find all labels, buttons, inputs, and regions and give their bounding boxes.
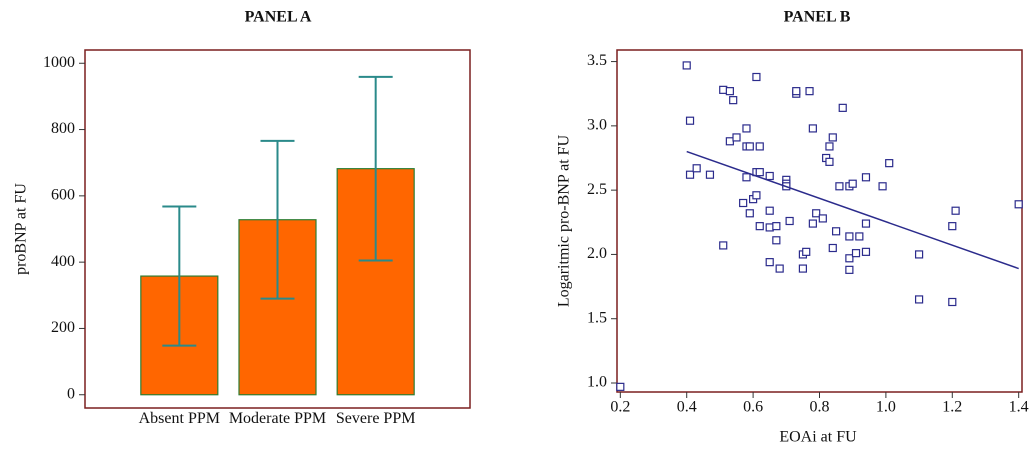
scatter-point xyxy=(745,142,754,151)
scatter-point xyxy=(719,241,728,250)
scatter-point xyxy=(785,216,794,226)
scatter-point xyxy=(798,264,808,273)
scatter-point xyxy=(1014,200,1023,209)
scatter-point xyxy=(861,173,871,182)
x-tick-label: 0.8 xyxy=(810,399,830,416)
y-tick-label: 1.0 xyxy=(587,374,607,391)
scatter-point xyxy=(808,124,817,133)
scatter-point xyxy=(948,297,957,307)
scatter-point xyxy=(739,198,748,208)
x-tick-label: Severe PPM xyxy=(335,410,416,427)
scatter-point xyxy=(755,142,764,151)
scatter-point xyxy=(719,85,728,94)
regression-line xyxy=(686,150,1019,270)
scatter-point xyxy=(812,209,821,218)
scatter-point xyxy=(685,170,695,179)
scatter-point xyxy=(692,164,701,173)
scatter-point xyxy=(828,133,837,142)
scatter-point xyxy=(845,254,854,263)
scatter-point xyxy=(725,137,734,146)
scatter-point xyxy=(765,206,774,215)
scatter-point xyxy=(775,264,784,273)
scatter-point xyxy=(792,87,801,96)
x-axis-label: EOAi at FU xyxy=(779,429,857,446)
x-tick-label: 0.4 xyxy=(677,399,697,416)
plot-frame xyxy=(84,49,471,409)
scatter-point xyxy=(685,116,695,125)
scatter-point xyxy=(742,124,751,133)
scatter-point xyxy=(765,223,774,232)
y-tick-label: 1000 xyxy=(43,54,75,71)
x-tick-label-box: Moderate PPM xyxy=(228,410,327,427)
scatter-point xyxy=(745,209,754,218)
y-tick-label: 400 xyxy=(51,253,75,270)
x-tick-label: 1.4 xyxy=(1009,399,1029,416)
x-tick-label: Absent PPM xyxy=(138,410,220,427)
scatter-point xyxy=(752,191,761,200)
x-tick-label: 1.0 xyxy=(876,399,896,416)
scatter-point xyxy=(742,173,751,182)
scatter-point xyxy=(948,222,957,231)
panel-b-title: PANEL B xyxy=(784,9,851,26)
scatter-point xyxy=(851,249,861,258)
scatter-point xyxy=(705,170,715,179)
scatter-point xyxy=(845,265,854,274)
scatter-point xyxy=(755,168,764,177)
scatter-point xyxy=(914,295,924,304)
y-tick-label: 200 xyxy=(51,319,75,336)
panel-a-title: PANEL A xyxy=(245,9,312,26)
y-axis-label: Logaritmic pro-BNP at FU xyxy=(556,134,573,307)
scatter-point xyxy=(802,247,811,256)
scatter-point xyxy=(835,182,844,191)
scatter-point xyxy=(845,232,854,241)
y-tick-label: 3.5 xyxy=(587,52,607,69)
scatter-point xyxy=(805,87,814,96)
x-tick-label-box: Severe PPM xyxy=(335,410,416,427)
y-tick-label: 2.0 xyxy=(587,245,607,262)
scatter-point xyxy=(861,219,871,228)
y-axis-label: proBNP at FU xyxy=(13,183,30,275)
scatter-point xyxy=(765,258,774,267)
y-tick-label: 0 xyxy=(67,385,75,402)
scatter-point xyxy=(855,232,864,241)
x-tick-label-box: Absent PPM xyxy=(138,410,220,427)
scatter-point xyxy=(682,61,691,70)
scatter-point xyxy=(914,250,924,259)
scatter-point xyxy=(885,159,894,168)
x-tick-label: 1.2 xyxy=(942,399,962,416)
scatter-point xyxy=(808,219,817,228)
scatter-point xyxy=(825,157,834,166)
scatter-point xyxy=(825,142,834,151)
scatter-point xyxy=(848,179,857,188)
scatter-point xyxy=(732,133,741,142)
x-tick-label: 0.2 xyxy=(610,399,630,416)
y-tick-label: 600 xyxy=(51,187,75,204)
scatter-point xyxy=(725,87,734,96)
x-tick-label: 0.6 xyxy=(743,399,763,416)
scatter-point xyxy=(772,236,781,245)
scatter-point xyxy=(828,243,837,253)
scatter-point xyxy=(616,382,625,391)
scatter-point xyxy=(951,206,960,215)
scatter-point xyxy=(818,214,827,223)
scatter-point xyxy=(765,171,774,181)
scatter-point xyxy=(861,247,871,256)
y-tick-label: 2.5 xyxy=(587,181,607,198)
y-tick-label: 800 xyxy=(51,120,75,137)
scatter-point xyxy=(838,103,847,112)
y-tick-label: 1.5 xyxy=(587,309,607,326)
x-tick-label: Moderate PPM xyxy=(228,410,327,427)
scatter-point xyxy=(878,182,887,191)
y-tick-label: 3.0 xyxy=(587,117,607,134)
scatter-point xyxy=(729,96,738,105)
scatter-point xyxy=(772,222,781,231)
scatter-point xyxy=(831,227,841,236)
scatter-point xyxy=(752,72,761,82)
scatter-point xyxy=(755,222,764,231)
